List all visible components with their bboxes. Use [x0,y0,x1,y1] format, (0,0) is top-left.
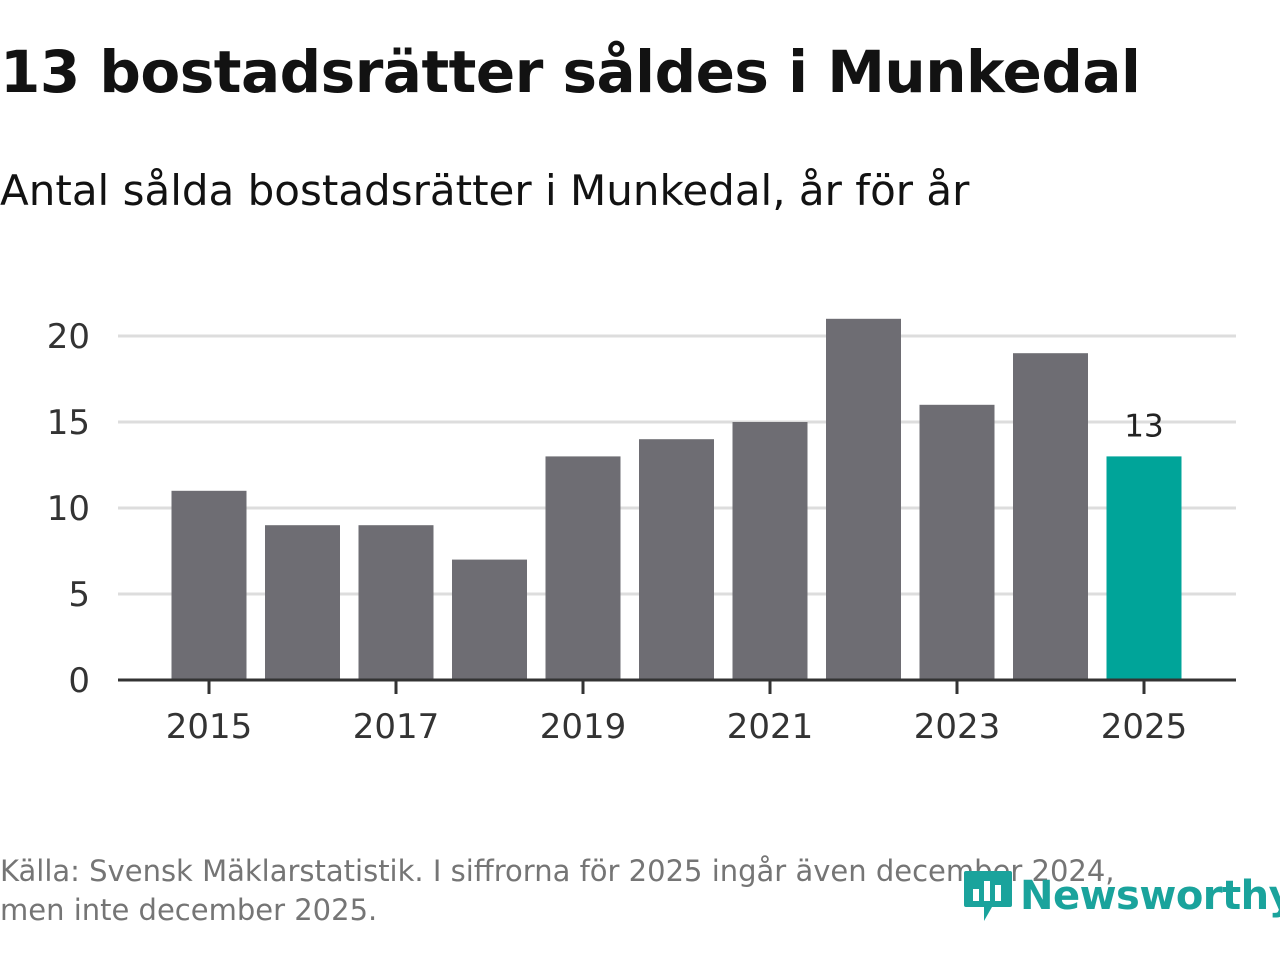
x-tick-label: 2019 [540,707,627,747]
bar-2016 [265,525,340,680]
bar-2019 [545,456,621,680]
bar-2017 [358,525,434,680]
newsworthy-logo-icon [964,871,1012,921]
y-tick-label: 20 [47,317,90,357]
bar-2021 [732,422,808,680]
y-tick-label: 15 [47,403,90,443]
newsworthy-logo-text: Newsworthy [1020,873,1280,919]
source-note-line-2: men inte december 2025. [0,893,378,927]
bar-2025 [1106,456,1182,680]
chart-title: 13 bostadsrätter såldes i Munkedal [0,38,1141,106]
bar-2015 [171,490,247,680]
source-note: Källa: Svensk Mäklarstatistik. I siffror… [0,852,1115,930]
bar-2024 [1013,353,1088,680]
y-tick-label: 10 [47,489,90,529]
y-tick-label: 0 [68,661,90,701]
bar-2020 [639,439,714,680]
bar-2023 [919,404,995,680]
bar-2022 [826,318,901,680]
y-tick-label: 5 [68,575,90,615]
x-tick-label: 2015 [166,707,253,747]
source-note-line-1: Källa: Svensk Mäklarstatistik. I siffror… [0,854,1115,888]
chart-subtitle: Antal sålda bostadsrätter i Munkedal, år… [0,166,970,215]
newsworthy-logo: Newsworthy [962,864,1280,928]
x-tick-label: 2025 [1101,707,1188,747]
x-tick-label: 2023 [914,707,1001,747]
x-tick-label: 2021 [727,707,814,747]
x-tick-label: 2017 [353,707,440,747]
data-label-2025: 13 [1124,408,1163,444]
bar-2018 [452,559,527,680]
